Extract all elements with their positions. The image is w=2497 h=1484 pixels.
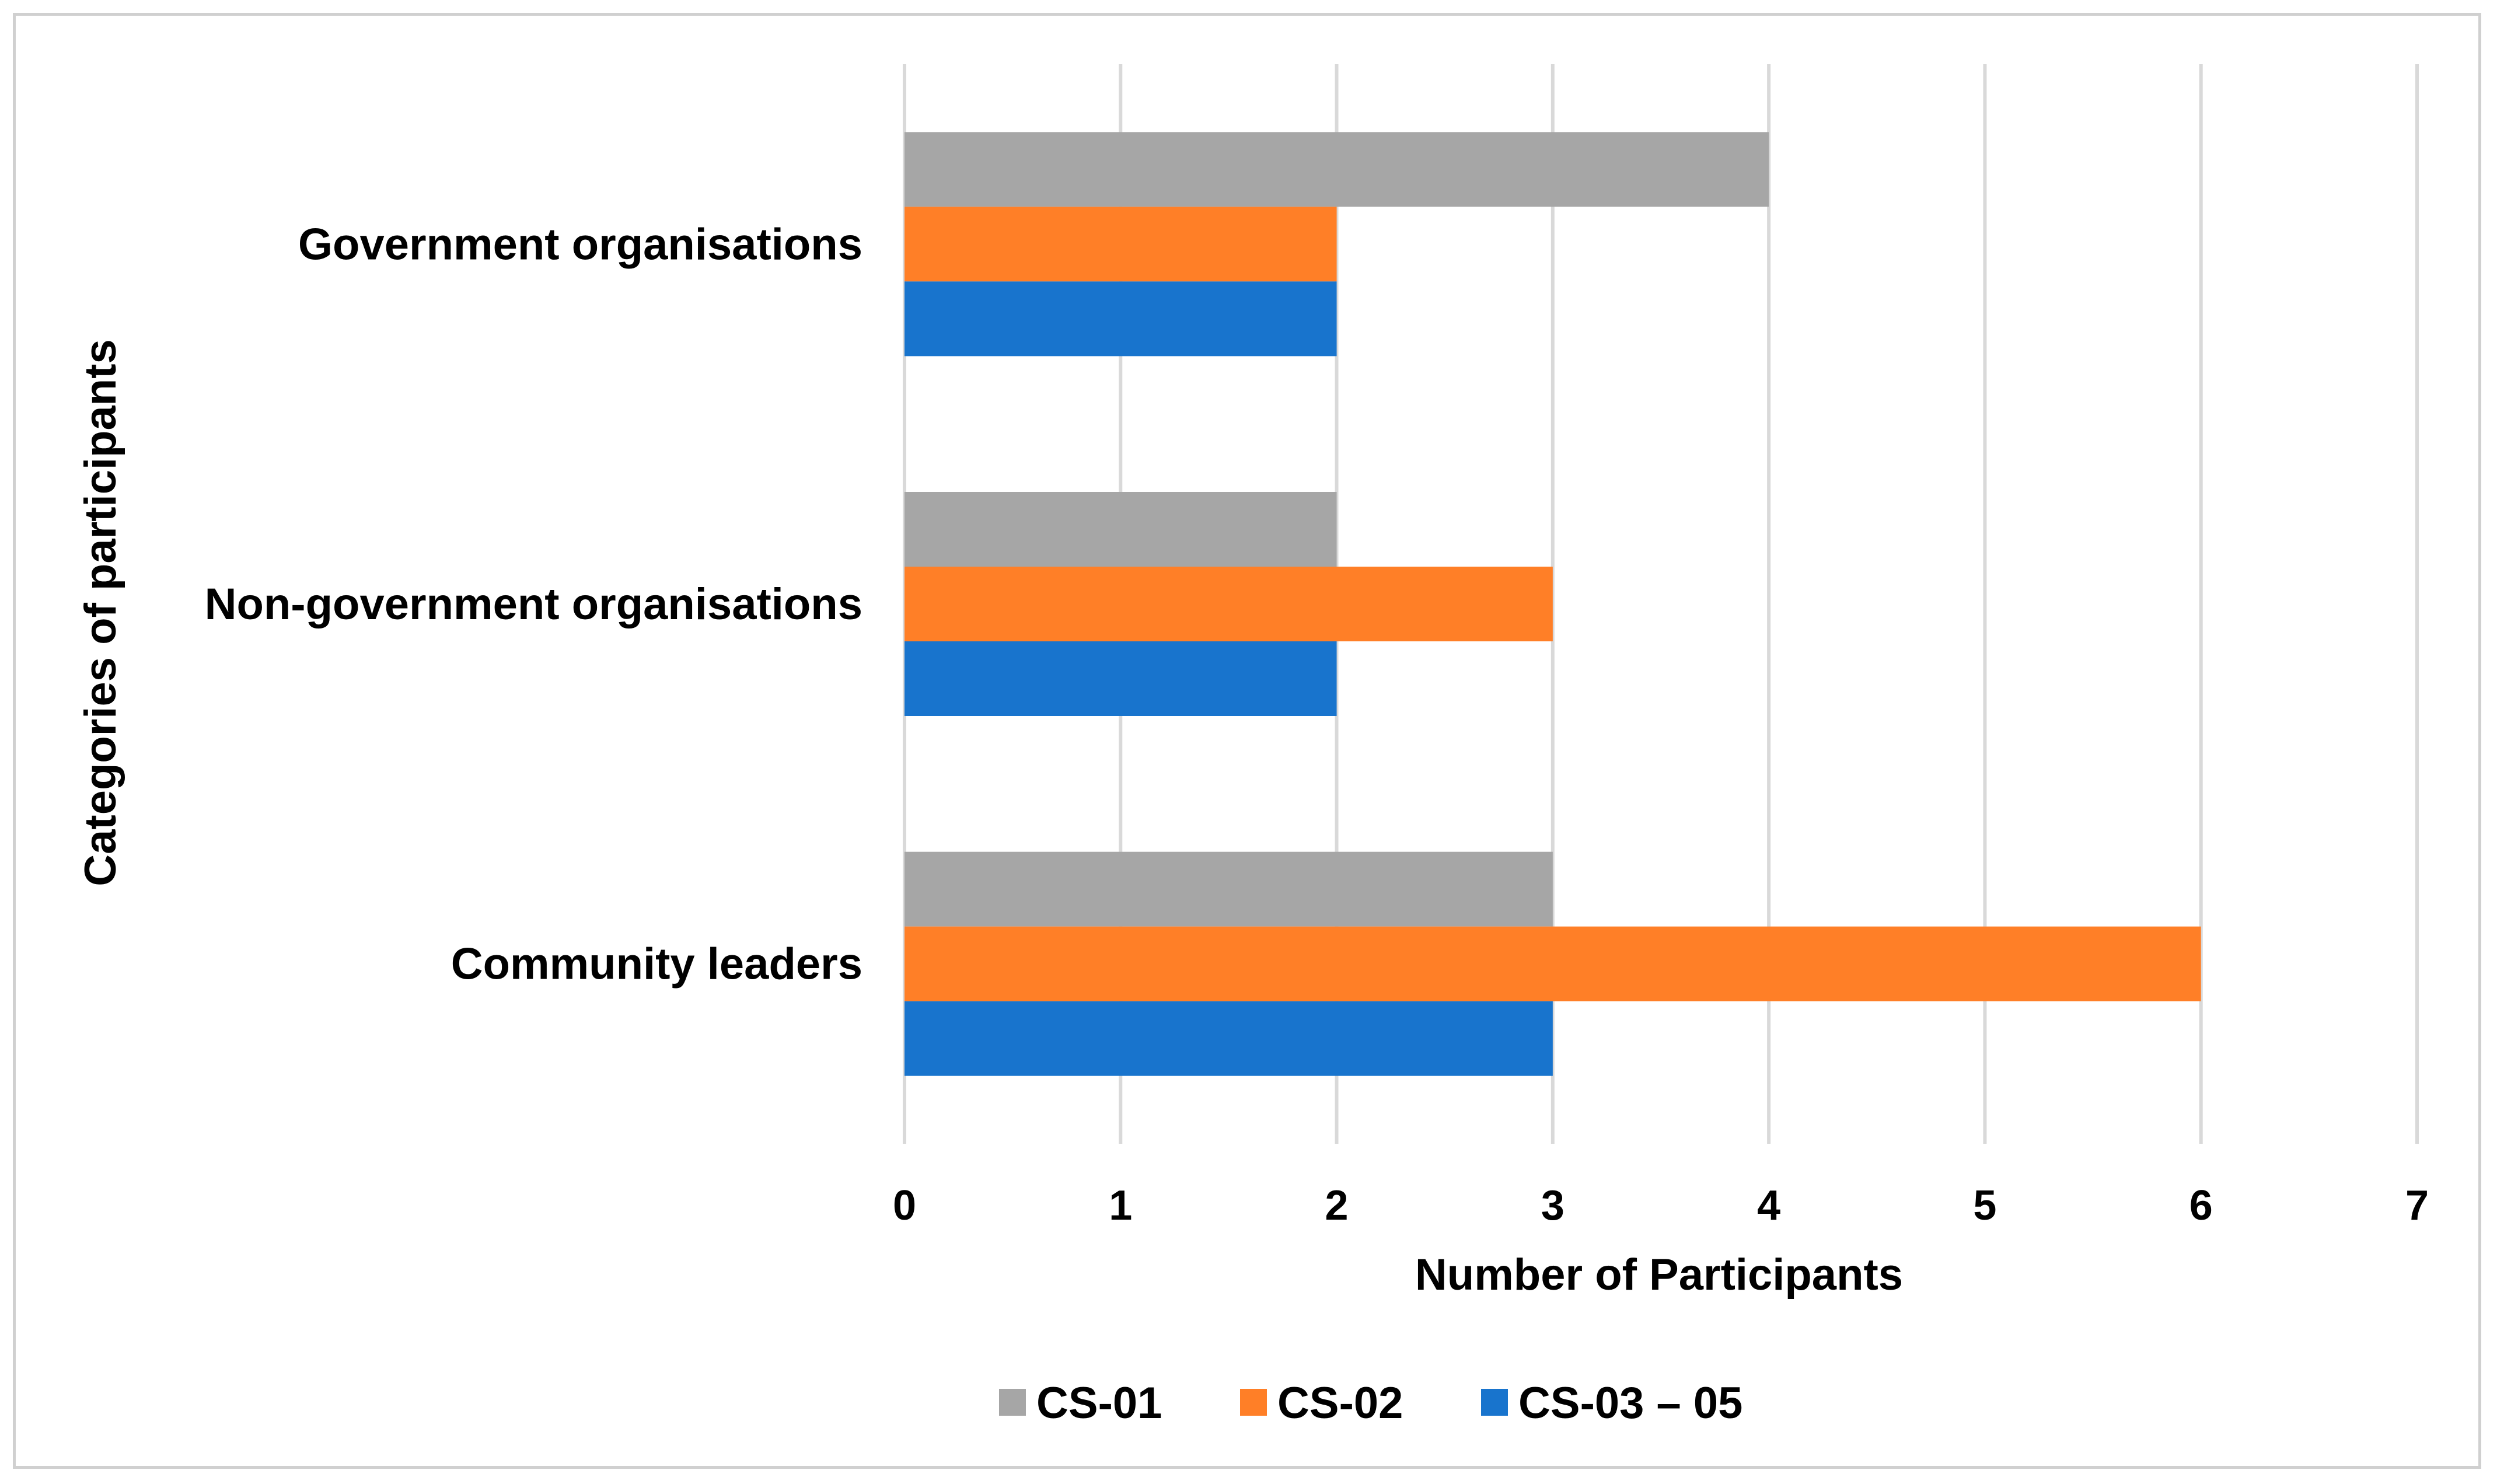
bar-2-cs02 [904,567,1553,641]
bar-2-cs0305 [904,641,1337,716]
bar-1-cs01 [904,132,1769,207]
legend-label-3: CS-03 – 05 [1518,1378,1742,1428]
x-tick-label-0: 0 [893,1182,916,1229]
x-tick-label-3: 3 [1541,1182,1564,1229]
bar-3-cs01 [904,851,1553,927]
legend-label-1: CS-01 [1036,1378,1162,1428]
category-label-2: Non-government organisations [205,579,862,629]
x-tick-label-6: 6 [2189,1182,2213,1229]
legend: CS-01 CS-02 CS-03 – 05 [999,1378,1742,1428]
x-tick-labels: 0 1 2 3 4 5 6 7 [893,1182,2429,1229]
bar-3-cs0305 [904,1001,1553,1076]
x-tick-label-4: 4 [1757,1182,1780,1229]
category-labels: Government organisations Non-government o… [205,219,862,989]
bar-1-cs0305 [904,281,1337,357]
legend-swatch-3 [1481,1389,1508,1416]
x-tick-label-7: 7 [2405,1182,2429,1229]
x-tick-label-1: 1 [1109,1182,1132,1229]
legend-label-2: CS-02 [1277,1378,1403,1428]
bar-3-cs02 [904,926,2201,1001]
bars [904,132,2201,1076]
x-tick-label-5: 5 [1973,1182,1996,1229]
legend-swatch-2 [1240,1389,1267,1416]
y-axis-title: Categories of participants [76,339,125,886]
bar-1-cs02 [904,207,1337,282]
category-label-3: Community leaders [451,940,862,989]
category-label-1: Government organisations [298,219,862,269]
x-tick-label-2: 2 [1325,1182,1349,1229]
bar-2-cs01 [904,492,1337,567]
x-axis-title: Number of Participants [1415,1250,1903,1300]
legend-swatch-1 [999,1389,1026,1416]
